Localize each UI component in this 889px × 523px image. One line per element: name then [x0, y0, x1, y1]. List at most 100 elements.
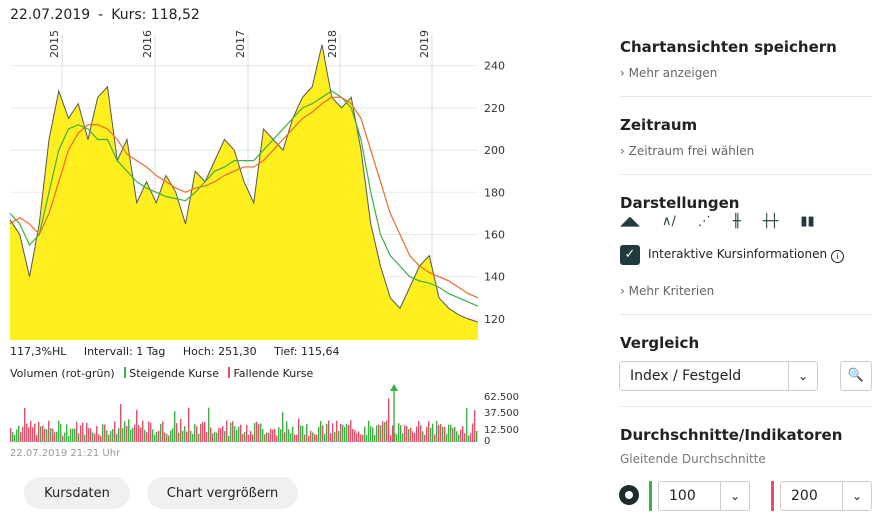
volume-bar — [216, 432, 218, 442]
range-title: Zeitraum — [620, 116, 698, 134]
volume-bar — [306, 424, 308, 442]
info-icon[interactable]: i — [831, 250, 845, 263]
saved-views-title: Chartansichten speichern — [620, 38, 837, 56]
compare-value: Index / Festgeld — [630, 368, 742, 384]
volume-bar — [330, 433, 332, 442]
more-criteria-link[interactable]: › Mehr Kriterien — [620, 284, 715, 298]
volume-bar — [312, 432, 314, 442]
volume-bar — [128, 419, 130, 442]
volume-bar — [172, 428, 174, 442]
volume-bar — [342, 424, 344, 442]
volume-bar — [76, 421, 78, 442]
falling-label: Fallende Kurse — [233, 367, 314, 380]
y-tick-label: 160 — [484, 228, 505, 241]
volume-bar — [292, 426, 294, 442]
volume-tick-label: 37.500 — [484, 408, 519, 419]
volume-bar — [468, 435, 470, 442]
volume-bar — [318, 426, 320, 442]
volume-bar — [90, 428, 92, 442]
volume-bar — [298, 418, 300, 442]
search-button[interactable]: 🔍 — [840, 361, 872, 391]
chart-header: 22.07.2019- Kurs: 118,52 — [10, 7, 200, 23]
compare-select[interactable]: Index / Festgeld ⌄ — [619, 361, 818, 391]
ma2-color-bar — [771, 481, 774, 511]
volume-bar — [30, 420, 32, 442]
volume-bar — [386, 420, 388, 442]
volume-bar — [42, 425, 44, 442]
volume-bar — [384, 422, 386, 442]
timestamp: 22.07.2019 21:21 Uhr — [10, 448, 121, 459]
volume-bar — [438, 425, 440, 442]
divider — [620, 174, 872, 175]
price-chart[interactable]: 2015 2016 2017 2018 2019 120 140 160 180 200 220 24… — [0, 28, 540, 348]
volume-bar — [108, 434, 110, 442]
display-icons: ◢◣ ∧∕ ⋰ ╫ ┼┼ ▮▮ — [620, 214, 815, 229]
volume-bar — [52, 428, 54, 442]
year-label: 2015 — [48, 30, 61, 58]
kursdaten-button[interactable]: Kursdaten — [24, 477, 130, 509]
volume-bar — [186, 431, 188, 442]
volume-bar — [244, 431, 246, 442]
volume-bar — [206, 432, 208, 442]
volume-bar — [54, 432, 56, 442]
volume-bar — [120, 403, 122, 442]
volume-bar — [174, 411, 176, 442]
stat-interval: Intervall: 1 Tag — [83, 345, 166, 358]
volume-bar — [362, 434, 364, 442]
volume-bar — [64, 432, 66, 442]
volume-bar — [26, 423, 28, 442]
volume-bar — [368, 420, 370, 442]
more-link[interactable]: › Mehr anzeigen — [620, 66, 718, 80]
mountain-icon[interactable]: ◢◣ — [620, 214, 640, 229]
volume-bar — [270, 428, 272, 442]
volume-bar — [152, 429, 154, 442]
volume-bar — [48, 420, 50, 442]
volume-bar — [98, 434, 100, 442]
volume-bar — [88, 428, 90, 442]
candles-icon[interactable]: ▮▮ — [800, 214, 815, 229]
ma2-value: 200 — [791, 488, 818, 504]
volume-bar — [110, 431, 112, 442]
volume-bar — [432, 423, 434, 442]
volume-bar — [440, 423, 442, 442]
volume-bar — [346, 423, 348, 442]
volume-bar — [288, 429, 290, 442]
volume-bar — [10, 428, 12, 442]
volume-bar — [404, 425, 406, 442]
volume-bar — [322, 425, 324, 442]
volume-bar — [212, 433, 214, 442]
dots-icon[interactable]: ⋰ — [697, 214, 711, 229]
ohlc-icon[interactable]: ╫ — [732, 214, 741, 229]
volume-bar — [356, 433, 358, 442]
volume-bar — [138, 425, 140, 442]
stat-low: Tief: 115,64 — [274, 345, 340, 358]
volume-bar — [198, 433, 200, 442]
ma1-select[interactable]: 100 ⌄ — [658, 481, 750, 511]
volume-bar — [158, 430, 160, 442]
interactive-checkbox[interactable]: ✓ — [620, 245, 640, 265]
bars-icon[interactable]: ┼┼ — [762, 214, 779, 229]
price-area — [10, 44, 478, 340]
ma-radio[interactable] — [619, 485, 639, 505]
year-label: 2016 — [141, 30, 154, 58]
enlarge-chart-button[interactable]: Chart vergrößern — [147, 477, 298, 509]
falling-marker — [228, 367, 231, 378]
volume-bar — [310, 430, 312, 442]
volume-bar — [176, 423, 178, 442]
range-link[interactable]: › Zeitraum frei wählen — [620, 144, 755, 158]
volume-bar — [136, 410, 138, 442]
ma2-select[interactable]: 200 ⌄ — [780, 481, 872, 511]
volume-bar — [294, 434, 296, 442]
interactive-text: Interaktive Kursinformationen — [648, 247, 828, 261]
line-icon[interactable]: ∧∕ — [662, 214, 676, 229]
y-tick-label: 140 — [484, 271, 505, 284]
volume-bar — [360, 434, 362, 442]
volume-bar — [156, 431, 158, 442]
y-tick-label: 180 — [484, 186, 505, 199]
volume-bar — [112, 428, 114, 442]
volume-bar — [134, 424, 136, 442]
volume-bar — [396, 434, 398, 442]
volume-bar — [474, 410, 476, 442]
volume-bar — [308, 435, 310, 442]
